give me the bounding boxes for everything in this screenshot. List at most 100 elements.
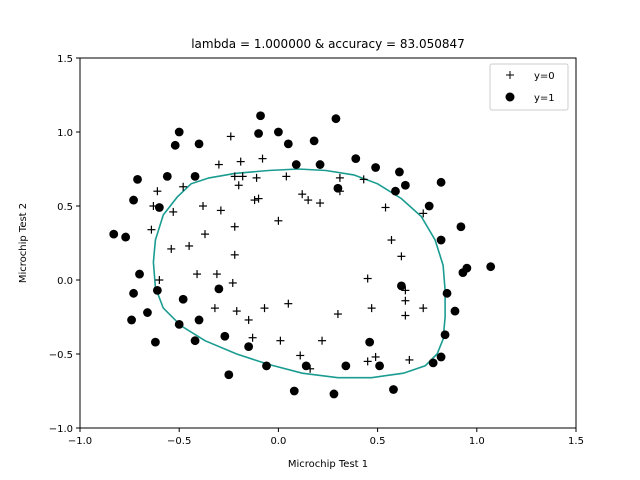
point-y1 [395, 167, 404, 177]
point-y0 [359, 175, 368, 184]
point-y1 [456, 222, 466, 232]
point-y1 [194, 315, 204, 325]
point-y1 [154, 203, 164, 212]
point-y0 [397, 252, 406, 261]
point-y1 [135, 269, 144, 279]
point-y0 [230, 172, 239, 181]
legend: y=0 y=1 [489, 63, 569, 111]
point-y0 [363, 274, 372, 283]
point-y1 [329, 389, 339, 399]
point-y1 [486, 262, 496, 272]
point-y0 [244, 315, 253, 324]
y-axis-label: Microchip Test 2 [18, 203, 29, 283]
x-tick-label: 0.0 [270, 436, 286, 447]
point-y0 [304, 196, 313, 205]
point-y1 [109, 229, 119, 239]
point-y0 [284, 299, 293, 308]
point-y1 [152, 285, 162, 295]
point-y1 [283, 139, 293, 149]
y-tick-label: 0.5 [57, 202, 73, 213]
x-tick-label: −1.0 [68, 436, 92, 447]
point-y1 [333, 183, 343, 193]
point-y0 [248, 333, 257, 342]
point-y0 [363, 357, 372, 366]
axes-frame [79, 57, 577, 429]
legend-box [489, 63, 569, 111]
point-y0 [282, 172, 291, 181]
point-y0 [419, 209, 428, 218]
point-y0 [250, 196, 259, 205]
y-tick-label: 1.5 [57, 54, 73, 65]
point-y0 [260, 304, 269, 313]
point-y1 [190, 172, 200, 181]
point-y1 [375, 361, 384, 371]
point-y1 [256, 111, 265, 121]
point-y0 [252, 173, 261, 182]
point-y1 [351, 154, 361, 164]
point-y1 [440, 330, 450, 340]
point-y1 [220, 331, 230, 341]
point-y1 [400, 180, 410, 190]
point-y0 [401, 311, 410, 320]
point-y1 [315, 160, 325, 169]
point-y1 [143, 308, 152, 317]
point-y1 [436, 352, 446, 362]
point-y1 [442, 288, 452, 298]
point-y1 [244, 342, 254, 351]
point-y1 [371, 163, 381, 172]
point-y1 [262, 361, 271, 371]
point-y1 [133, 174, 142, 184]
legend-marker-y0 [506, 71, 514, 79]
point-y0 [318, 336, 327, 345]
point-y0 [216, 206, 225, 215]
y-tick-label: 1.0 [57, 128, 73, 139]
point-y1 [178, 294, 188, 304]
point-y1 [127, 315, 136, 325]
point-y0 [298, 190, 307, 199]
point-y0 [333, 310, 342, 319]
point-y1 [170, 140, 180, 150]
legend-marker-y1 [505, 92, 515, 102]
legend-label-y0: y=0 [534, 71, 555, 82]
point-y1 [150, 337, 160, 347]
point-y0 [335, 173, 344, 182]
point-y1 [436, 177, 446, 187]
point-y1 [397, 281, 406, 291]
point-y1 [391, 186, 400, 196]
point-y0 [230, 250, 239, 259]
point-y0 [238, 172, 247, 181]
point-y0 [232, 307, 241, 316]
point-y1 [428, 358, 438, 368]
point-y0 [179, 182, 188, 191]
point-y0 [226, 132, 235, 141]
decision-boundary [152, 168, 446, 379]
point-y0 [367, 304, 376, 313]
point-y1 [121, 232, 131, 242]
x-tick-label: 1.5 [568, 436, 584, 447]
point-y0 [258, 154, 267, 163]
x-tick-label: −0.5 [167, 436, 191, 447]
x-tick-label: 1.0 [469, 436, 485, 447]
point-y0 [254, 194, 263, 203]
legend-label-y1: y=1 [534, 93, 555, 104]
point-y1 [341, 361, 351, 371]
point-y1 [129, 288, 138, 298]
point-y0 [199, 202, 208, 210]
point-y1 [458, 268, 468, 277]
point-y0 [276, 336, 285, 345]
point-y0 [236, 157, 245, 166]
x-axis-label: Microchip Test 1 [288, 459, 368, 470]
point-y0 [387, 236, 396, 245]
point-y1 [450, 306, 460, 316]
point-y0 [419, 304, 428, 313]
point-y1 [194, 139, 204, 149]
point-y1 [309, 136, 319, 146]
point-y1 [424, 201, 434, 211]
point-y1 [162, 172, 172, 181]
point-y1 [289, 386, 299, 396]
point-y1 [274, 127, 283, 137]
point-y1 [291, 160, 301, 169]
point-y0 [230, 222, 239, 231]
point-y1 [436, 235, 446, 245]
